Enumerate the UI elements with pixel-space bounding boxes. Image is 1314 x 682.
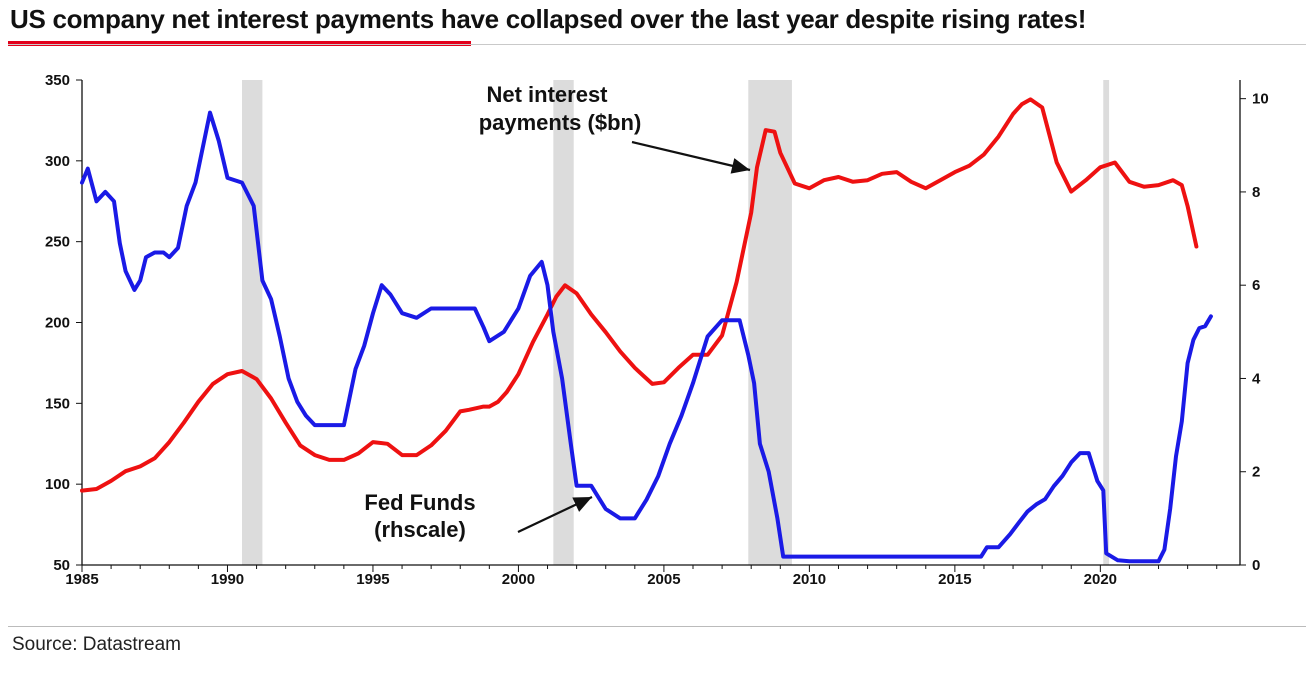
net-interest-arrow-head xyxy=(730,158,750,174)
title-divider xyxy=(8,44,1306,45)
source-divider xyxy=(8,626,1306,627)
x-tick-label: 2000 xyxy=(502,571,535,588)
series xyxy=(80,97,1213,564)
net-interest-arrow-shaft xyxy=(631,140,751,172)
x-tick-label: 2020 xyxy=(1084,571,1117,588)
line-chart: 1985 1990 1995 2000 2005 2010 2015 202050100150… xyxy=(45,72,1269,588)
x-tick-label: 1985 xyxy=(65,571,98,588)
title-accent-underline xyxy=(8,41,471,46)
y-right-tick-label: 4 xyxy=(1252,370,1261,387)
y-right-tick-label: 0 xyxy=(1252,557,1260,574)
y-left-tick-label: 300 xyxy=(45,153,70,170)
x-tick-label: 2015 xyxy=(938,571,971,588)
annotations: Net interest payments ($bn) Fed Funds(rhsc… xyxy=(364,82,751,542)
recession-band-2 xyxy=(748,80,792,565)
x-tick-label: 2005 xyxy=(647,571,680,588)
y-left-tick-label: 50 xyxy=(53,557,70,574)
y-left-tick-label: 150 xyxy=(45,395,70,412)
x-tick-label: 1995 xyxy=(356,571,389,588)
chart-title: US company net interest payments have co… xyxy=(10,4,1087,34)
y-left-tick-label: 250 xyxy=(45,234,70,251)
y-right-tick-label: 8 xyxy=(1252,184,1260,201)
fed-funds-annotation-line-1: Fed Funds xyxy=(364,490,475,515)
fed-funds-arrow-head xyxy=(572,497,592,512)
axes: 1985 1990 1995 2000 2005 2010 2015 202050100150… xyxy=(45,72,1269,588)
recession-band-3 xyxy=(1103,80,1110,565)
y-right-tick-label: 2 xyxy=(1252,464,1260,481)
fed-funds-annotation-line-2: (rhscale) xyxy=(374,517,466,542)
y-right-tick-label: 10 xyxy=(1252,91,1269,108)
net-interest-annotation-line-1: Net interest xyxy=(486,82,608,107)
net-interest-annotation-line-2: payments ($bn) xyxy=(479,110,642,135)
y-left-tick-label: 350 xyxy=(45,72,70,89)
y-right-tick-label: 6 xyxy=(1252,277,1260,294)
x-tick-label: 1990 xyxy=(211,571,244,588)
source-note: Source: Datastream xyxy=(12,634,181,655)
fed-funds-line xyxy=(80,110,1213,564)
x-tick-label: 2010 xyxy=(793,571,826,588)
y-left-tick-label: 100 xyxy=(45,476,70,493)
recession-band-0 xyxy=(242,80,263,565)
net-interest-line xyxy=(80,97,1199,493)
recession-band-1 xyxy=(553,80,574,565)
y-left-tick-label: 200 xyxy=(45,315,70,332)
